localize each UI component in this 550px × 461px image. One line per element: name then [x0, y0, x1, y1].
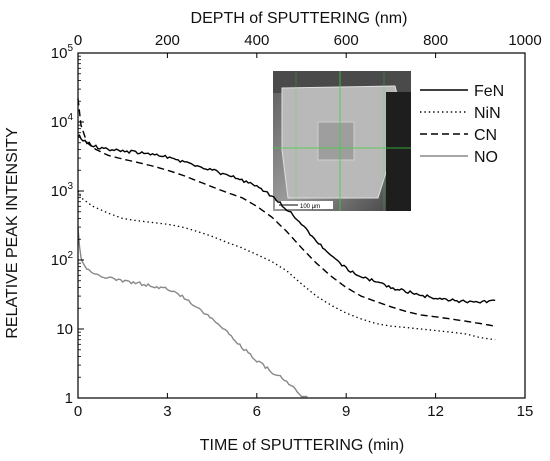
- y-tick-label: 102: [51, 250, 74, 269]
- series-line-cn: [77, 98, 496, 327]
- inset-image: 100 µm: [273, 71, 411, 211]
- x-tick-label: 12: [427, 403, 444, 420]
- y-tick-label: 1: [65, 390, 73, 407]
- series-line-fen: [77, 134, 496, 304]
- legend: FeN NiN CN NO: [420, 83, 504, 166]
- x2-axis-title: DEPTH of SPUTTERING (nm): [191, 10, 408, 27]
- legend-label-no: NO: [474, 149, 498, 166]
- y-tick-label: 104: [51, 112, 74, 131]
- axes-layer: 0 3 6 9 12 15 0 200 400 600 800 1000 1 10 102 103 104 105: [51, 32, 542, 420]
- x2-tick-label: 200: [155, 32, 180, 49]
- series-line-nin: [77, 190, 496, 341]
- x-tick-label: 6: [253, 403, 261, 420]
- x-tick-label: 9: [342, 403, 350, 420]
- x-tick-label: 3: [163, 403, 171, 420]
- inset-dark-edge: [386, 92, 411, 211]
- x2-tick-label: 800: [423, 32, 448, 49]
- legend-label-cn: CN: [474, 127, 497, 144]
- y-tick-label: 103: [51, 181, 74, 200]
- legend-label-fen: FeN: [474, 83, 504, 100]
- x2-tick-label: 600: [334, 32, 359, 49]
- inset-scale-label: 100 µm: [300, 204, 320, 210]
- series-line-no: [77, 227, 308, 398]
- x2-tick-label: 0: [74, 32, 82, 49]
- legend-label-nin: NiN: [474, 105, 501, 122]
- y-tick-label: 105: [51, 43, 74, 62]
- y-axis-title: RELATIVE PEAK INTENSITY: [4, 127, 21, 339]
- plot-frame: [77, 52, 526, 399]
- y-tick-label: 10: [56, 321, 73, 338]
- x-tick-label: 15: [517, 403, 534, 420]
- inset-scale-box: [275, 201, 333, 209]
- inset-crater: [317, 121, 355, 161]
- x2-tick-label: 400: [244, 32, 269, 49]
- x2-tick-label: 1000: [508, 32, 541, 49]
- x-tick-label: 0: [74, 403, 82, 420]
- series-layer: [77, 98, 496, 398]
- x-axis-title: TIME of SPUTTERING (min): [200, 437, 404, 454]
